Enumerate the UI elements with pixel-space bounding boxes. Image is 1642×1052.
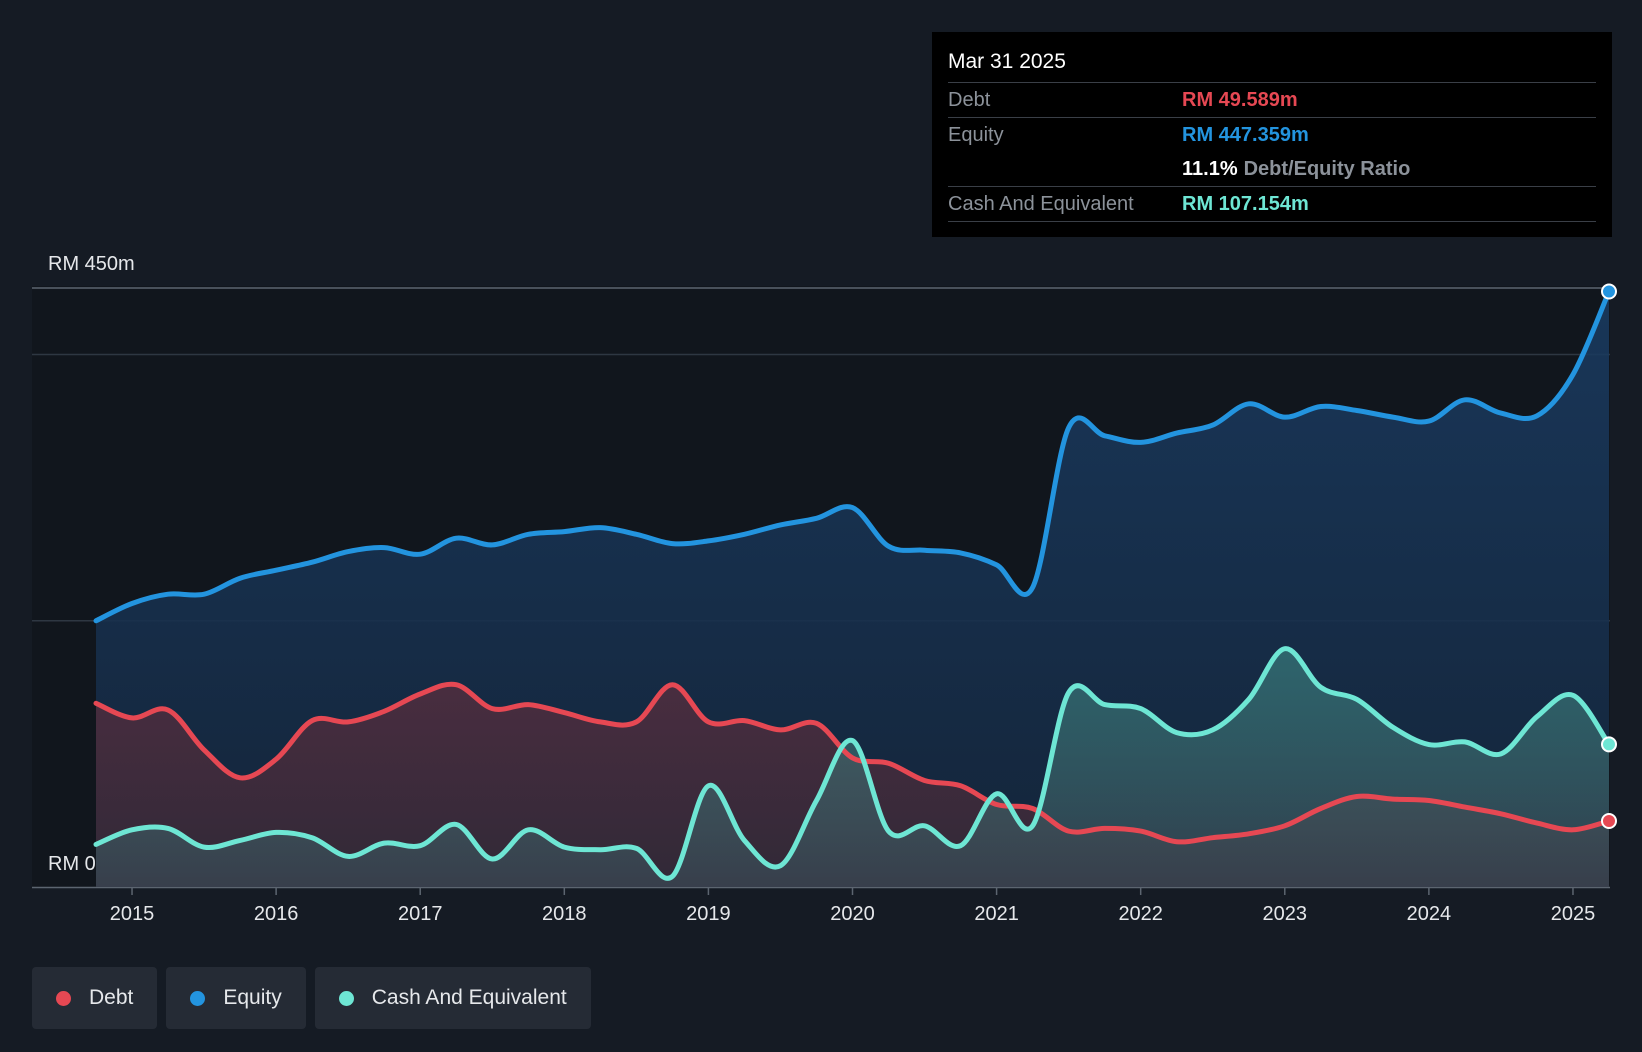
tooltip-equity-value: RM 447.359m: [1182, 124, 1309, 146]
cash-end-marker: [1601, 736, 1617, 753]
x-tick-label: 2019: [686, 903, 731, 925]
x-tick-label: 2015: [110, 903, 155, 925]
legend-label-equity: Equity: [223, 986, 282, 1009]
x-tick-label: 2021: [974, 903, 1019, 925]
legend-item-equity[interactable]: Equity: [166, 967, 306, 1029]
x-tick-label: 2016: [254, 903, 299, 925]
x-tick-label: 2024: [1407, 903, 1452, 925]
debt-line: [93, 681, 1612, 845]
legend-label-debt: Debt: [89, 986, 134, 1009]
y-bottom-label: RM 0: [48, 853, 96, 875]
legend: Debt Equity Cash And Equivalent: [32, 967, 591, 1029]
tooltip-equity-label: Equity: [948, 124, 1004, 146]
series-end-markers: [1601, 283, 1617, 829]
tooltip-debt-label: Debt: [948, 89, 991, 111]
series-lines: [93, 289, 1612, 881]
tooltip-debt-value: RM 49.589m: [1182, 89, 1298, 111]
debt-dot-icon: [56, 990, 71, 1006]
x-tick-label: 2022: [1118, 903, 1163, 925]
debt-end-marker: [1601, 812, 1617, 829]
tooltip-ratio-row: 11.1% Debt/Equity Ratio: [948, 152, 1596, 187]
x-tick-label: 2018: [542, 903, 587, 925]
legend-item-debt[interactable]: Debt: [32, 967, 158, 1029]
x-axis-ticks: 2015 2016 2017 2018 2019 2020 2021 2022 2023 2024…: [110, 887, 1595, 925]
x-tick-label: 2023: [1263, 903, 1308, 925]
cash-line: [93, 646, 1612, 881]
series-areas: [96, 291, 1609, 887]
tooltip-ratio-label: Debt/Equity Ratio: [1243, 158, 1411, 180]
legend-label-cash: Cash And Equivalent: [371, 986, 567, 1009]
tooltip-ratio-value: 11.1%: [1182, 158, 1238, 180]
tooltip-cash-label: Cash And Equivalent: [948, 193, 1134, 215]
tooltip-panel: Mar 31 2025 Debt RM 49.589m Equity RM 44…: [932, 32, 1612, 237]
x-tick-label: 2017: [398, 903, 443, 925]
equity-end-marker: [1601, 283, 1617, 300]
equity-dot-icon: [190, 990, 206, 1006]
cash-dot-icon: [338, 990, 354, 1006]
tooltip-cash-value: RM 107.154m: [1182, 193, 1309, 215]
equity-line: [93, 289, 1612, 624]
x-tick-label: 2020: [830, 903, 875, 925]
tooltip-debt-row: Debt RM 49.589m: [948, 83, 1596, 118]
tooltip-equity-row: Equity RM 447.359m: [948, 118, 1596, 152]
x-tick-label: 2025: [1551, 903, 1596, 925]
tooltip-cash-row: Cash And Equivalent RM 107.154m: [948, 187, 1596, 222]
tooltip-date: Mar 31 2025: [948, 46, 1596, 83]
legend-item-cash[interactable]: Cash And Equivalent: [314, 967, 591, 1029]
y-top-label: RM 450m: [48, 253, 135, 275]
cash-area: [96, 648, 1609, 887]
